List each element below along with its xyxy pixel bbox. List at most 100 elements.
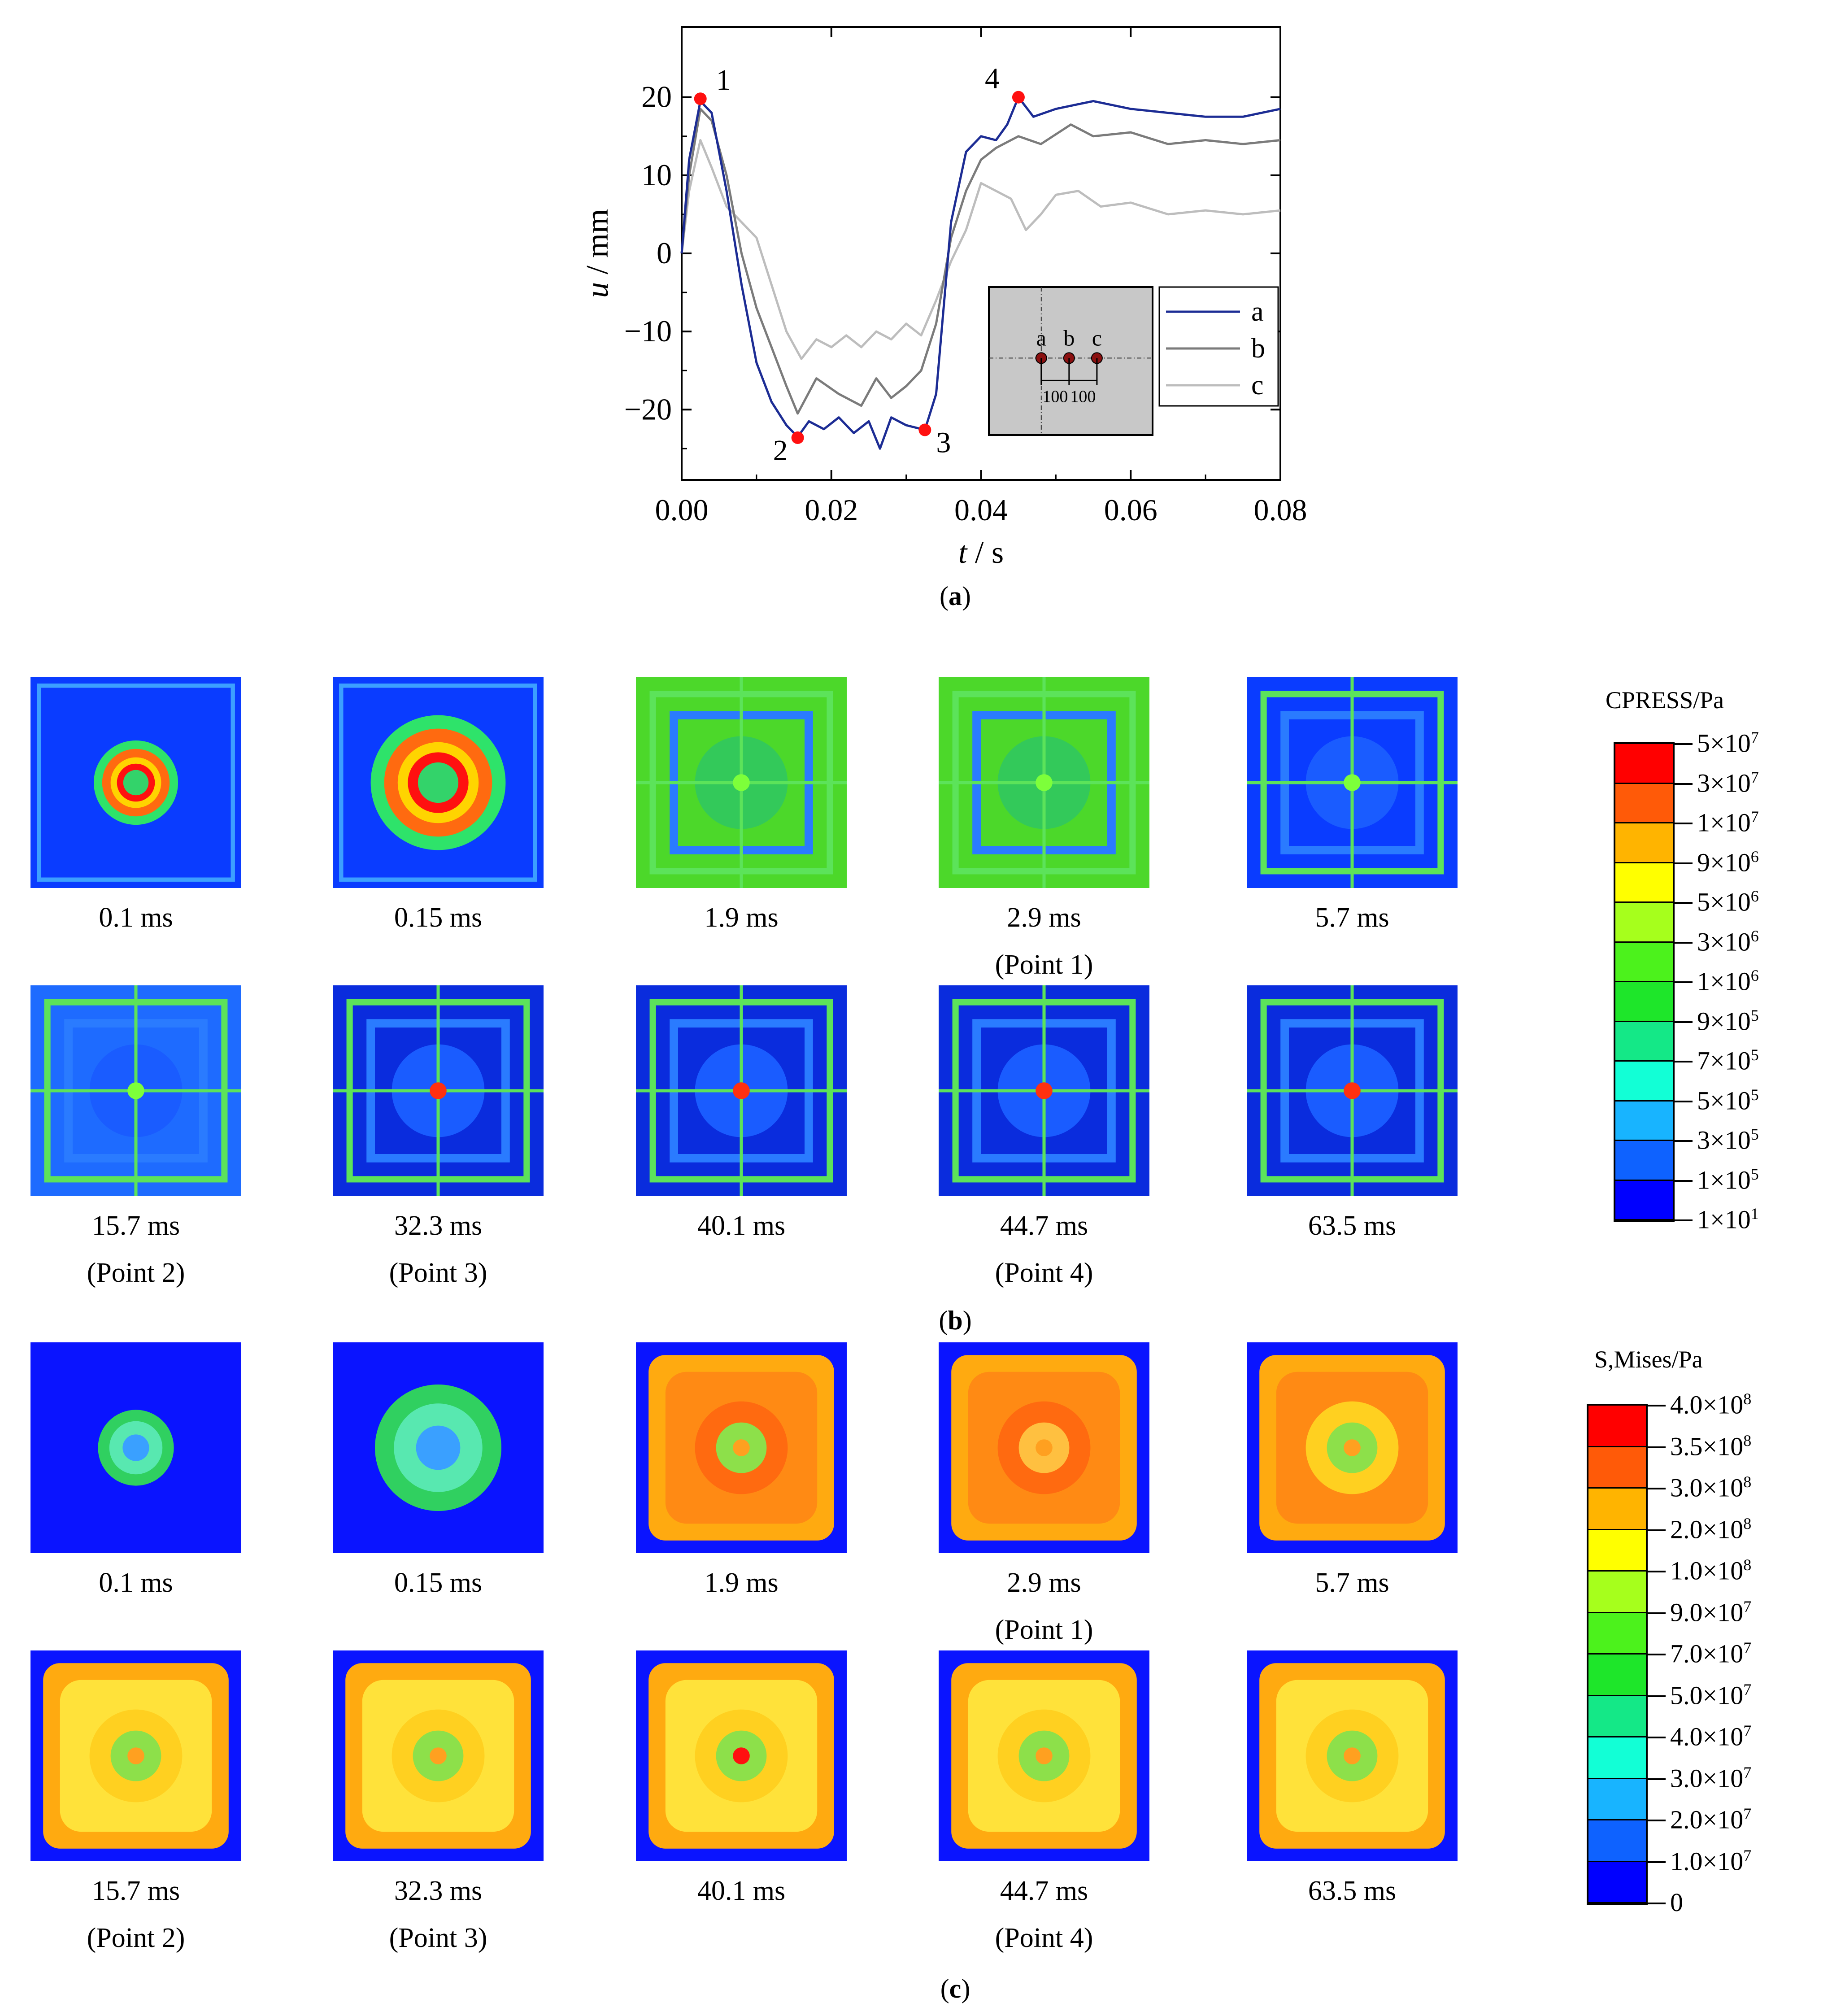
- x-tick-label: 0.02: [805, 493, 858, 527]
- colorbar-cell: [1615, 1062, 1673, 1102]
- series-line-c: [680, 139, 1281, 360]
- x-axis-label: t / s: [958, 536, 1004, 570]
- contour-frame-b: [333, 985, 544, 1196]
- frame-time-label: 63.5 ms: [1308, 1876, 1397, 1906]
- contour-image: [636, 677, 847, 888]
- colorbar-tick: [1675, 862, 1693, 864]
- contour-frame-c: [939, 1650, 1149, 1861]
- colorbar-tick: [1675, 1061, 1693, 1062]
- colorbar-cell: [1615, 903, 1673, 943]
- frame-time-label: 1.9 ms: [704, 1568, 779, 1598]
- marker-point-4: [1012, 91, 1025, 104]
- colorbar-tick: [1675, 981, 1693, 983]
- contour-frame-b: [1247, 985, 1458, 1196]
- frame-point-label: (Point 4): [995, 1923, 1093, 1953]
- contour-image: [939, 677, 1149, 888]
- colorbar-cell: [1588, 1737, 1646, 1779]
- mises-colorbar: [1587, 1404, 1648, 1905]
- contour-frame-c: [30, 1650, 241, 1861]
- plot-frame: [681, 26, 1281, 481]
- contour-image: [636, 1342, 847, 1553]
- colorbar-label: 5×106: [1697, 887, 1759, 917]
- x-tick-label: 0.00: [655, 493, 709, 527]
- colorbar-cell: [1588, 1696, 1646, 1737]
- colorbar-tick: [1648, 1446, 1666, 1448]
- colorbar-tick: [1648, 1695, 1666, 1697]
- colorbar-label: 2.0×107: [1670, 1805, 1752, 1834]
- colorbar-tick: [1648, 1861, 1666, 1863]
- panel-c-caption: (c): [940, 1974, 970, 2003]
- frame-time-label: 40.1 ms: [697, 1876, 786, 1906]
- contour-frame-b: [939, 985, 1149, 1196]
- contour-image: [333, 1342, 544, 1553]
- contour-frame-c: [636, 1342, 847, 1553]
- colorbar-tick: [1648, 1405, 1666, 1406]
- colorbar-label: 3.0×108: [1670, 1473, 1752, 1502]
- frame-point-label: (Point 4): [995, 1258, 1093, 1288]
- marker-label-2: 2: [773, 434, 788, 467]
- colorbar-tick: [1675, 1021, 1693, 1023]
- contour-frame-c: [333, 1650, 544, 1861]
- contour-frame-b: [1247, 677, 1458, 888]
- colorbar-cell: [1615, 982, 1673, 1022]
- contour-image: [333, 677, 544, 888]
- frame-time-label: 0.1 ms: [99, 902, 173, 933]
- frame-point-label: (Point 1): [995, 949, 1093, 980]
- colorbar-tick: [1675, 1100, 1693, 1102]
- marker-label-4: 4: [985, 62, 1000, 95]
- contour-image: [939, 1342, 1149, 1553]
- y-tick-label: −20: [624, 392, 672, 426]
- colorbar-cell: [1615, 823, 1673, 863]
- mises-legend-title: S,Mises/Pa: [1594, 1346, 1703, 1373]
- colorbar-tick: [1675, 783, 1693, 785]
- series-line-b: [680, 108, 1281, 415]
- frame-time-label: 0.1 ms: [99, 1568, 173, 1598]
- colorbar-tick: [1675, 743, 1693, 745]
- frame-time-label: 2.9 ms: [1007, 1568, 1081, 1598]
- frame-time-label: 15.7 ms: [91, 1210, 180, 1241]
- colorbar-cell: [1588, 1820, 1646, 1862]
- contour-frame-c: [333, 1342, 544, 1553]
- contour-image: [1247, 1650, 1458, 1861]
- colorbar-cell: [1615, 1180, 1673, 1220]
- colorbar-label: 1×105: [1697, 1165, 1759, 1194]
- y-axis-label: u / mm: [580, 209, 615, 298]
- colorbar-tick: [1648, 1654, 1666, 1655]
- inset-spacing-label: 100: [1042, 387, 1068, 406]
- contour-frame-b: [333, 677, 544, 888]
- contour-frame-c: [1247, 1650, 1458, 1861]
- colorbar-label: 1.0×108: [1670, 1556, 1752, 1585]
- colorbar-cell: [1588, 1613, 1646, 1655]
- frame-time-label: 5.7 ms: [1315, 1568, 1389, 1598]
- frame-point-label: (Point 3): [389, 1258, 487, 1288]
- marker-point-3: [918, 423, 931, 436]
- colorbar-cell: [1615, 1101, 1673, 1141]
- colorbar-label: 1×107: [1697, 808, 1759, 837]
- cpress-legend-title: CPRESS/Pa: [1606, 687, 1724, 714]
- frame-time-label: 32.3 ms: [394, 1210, 483, 1241]
- frame-time-label: 32.3 ms: [394, 1876, 483, 1906]
- contour-frame-b: [30, 677, 241, 888]
- y-tick-label: −10: [624, 314, 672, 348]
- marker-point-1: [694, 92, 707, 105]
- frame-time-label: 40.1 ms: [697, 1210, 786, 1241]
- frame-time-label: 44.7 ms: [1000, 1210, 1088, 1241]
- frame-time-label: 0.15 ms: [394, 902, 483, 933]
- colorbar-cell: [1588, 1862, 1646, 1903]
- colorbar-tick: [1675, 823, 1693, 824]
- colorbar-label: 7.0×107: [1670, 1639, 1752, 1668]
- legend-label-c: c: [1251, 370, 1264, 401]
- contour-image: [939, 985, 1149, 1196]
- colorbar-tick: [1648, 1571, 1666, 1572]
- colorbar-label: 7×105: [1697, 1046, 1759, 1075]
- frame-point-label: (Point 3): [389, 1923, 487, 1953]
- series-line-a: [680, 96, 1281, 450]
- marker-label-3: 3: [936, 427, 951, 459]
- contour-frame-c: [939, 1342, 1149, 1553]
- frame-time-label: 44.7 ms: [1000, 1876, 1088, 1906]
- colorbar-tick: [1648, 1737, 1666, 1738]
- colorbar-tick: [1648, 1488, 1666, 1489]
- colorbar-label: 3×106: [1697, 927, 1759, 956]
